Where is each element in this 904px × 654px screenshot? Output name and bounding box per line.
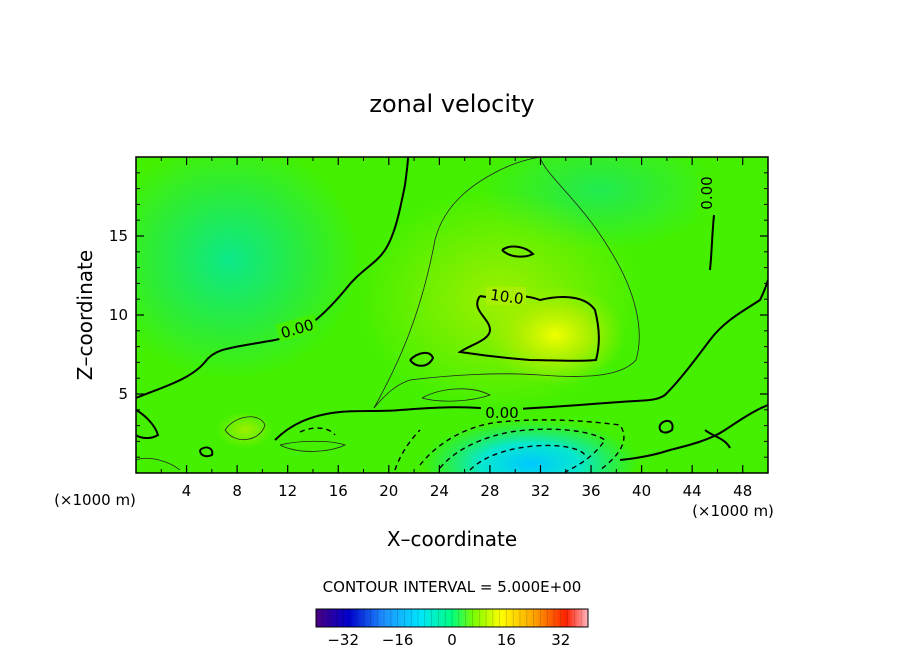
x-tick-label: 40 — [632, 482, 651, 500]
colorbar-stripes — [322, 609, 582, 627]
contour-interval-text: CONTOUR INTERVAL = 5.000E+00 — [323, 578, 582, 596]
x-tick-label: 4 — [182, 482, 192, 500]
contour-label-bg-3 — [697, 172, 715, 214]
zero-contour — [136, 157, 768, 461]
contour-label-bg-1 — [275, 313, 319, 343]
x-tick-label: 12 — [278, 482, 297, 500]
contour-label-bg-4 — [486, 287, 526, 305]
x-tick-label: 44 — [683, 482, 702, 500]
x-tick-label: 20 — [379, 482, 398, 500]
plot-area — [136, 157, 768, 473]
y-tick-label: 5 — [118, 385, 128, 403]
field-small-high — [217, 412, 273, 448]
y-tick-label: 15 — [109, 227, 128, 245]
colorbar-tick-label: −16 — [382, 631, 414, 649]
y-axis-title: Z–coordinate — [73, 250, 97, 380]
x-tick-label: 32 — [531, 482, 550, 500]
colorbar-tick-label: 0 — [447, 631, 457, 649]
field-low-left — [136, 157, 360, 380]
x-unit-right: (×1000 m) — [692, 502, 774, 520]
colorbar-tick-label: 16 — [497, 631, 516, 649]
x-tick-label: 8 — [232, 482, 242, 500]
contour-label: 10.0 — [489, 286, 525, 308]
y-axis-ticks: 5 10 15 — [109, 172, 768, 458]
field-min-core — [420, 410, 640, 473]
colorbar-frame — [315, 608, 589, 628]
chart-title: zonal velocity — [369, 90, 534, 118]
colorbar-ticks: −32 −16 0 16 32 — [327, 631, 570, 649]
contour-label: 0.00 — [485, 404, 518, 422]
x-tick-label: 28 — [480, 482, 499, 500]
colorbar-tick-label: 32 — [551, 631, 570, 649]
colorbar-fill — [316, 609, 588, 627]
x-axis-ticks: 4 8 12 16 20 24 28 32 36 40 44 48 — [160, 157, 752, 500]
negative-contours — [299, 419, 625, 473]
colorbar: −32 −16 0 16 32 — [315, 608, 589, 649]
x-unit-left: (×1000 m) — [54, 491, 136, 509]
x-tick-label: 24 — [430, 482, 449, 500]
contour-label-bg-2 — [481, 404, 523, 420]
contour-label: 0.00 — [698, 176, 716, 209]
x-tick-label: 48 — [733, 482, 752, 500]
x-axis-title: X–coordinate — [387, 527, 517, 551]
x-tick-label: 16 — [329, 482, 348, 500]
thin-contours — [136, 157, 640, 471]
x-tick-label: 36 — [581, 482, 600, 500]
y-tick-label: 10 — [109, 306, 128, 324]
colorbar-tick-label: −32 — [327, 631, 359, 649]
